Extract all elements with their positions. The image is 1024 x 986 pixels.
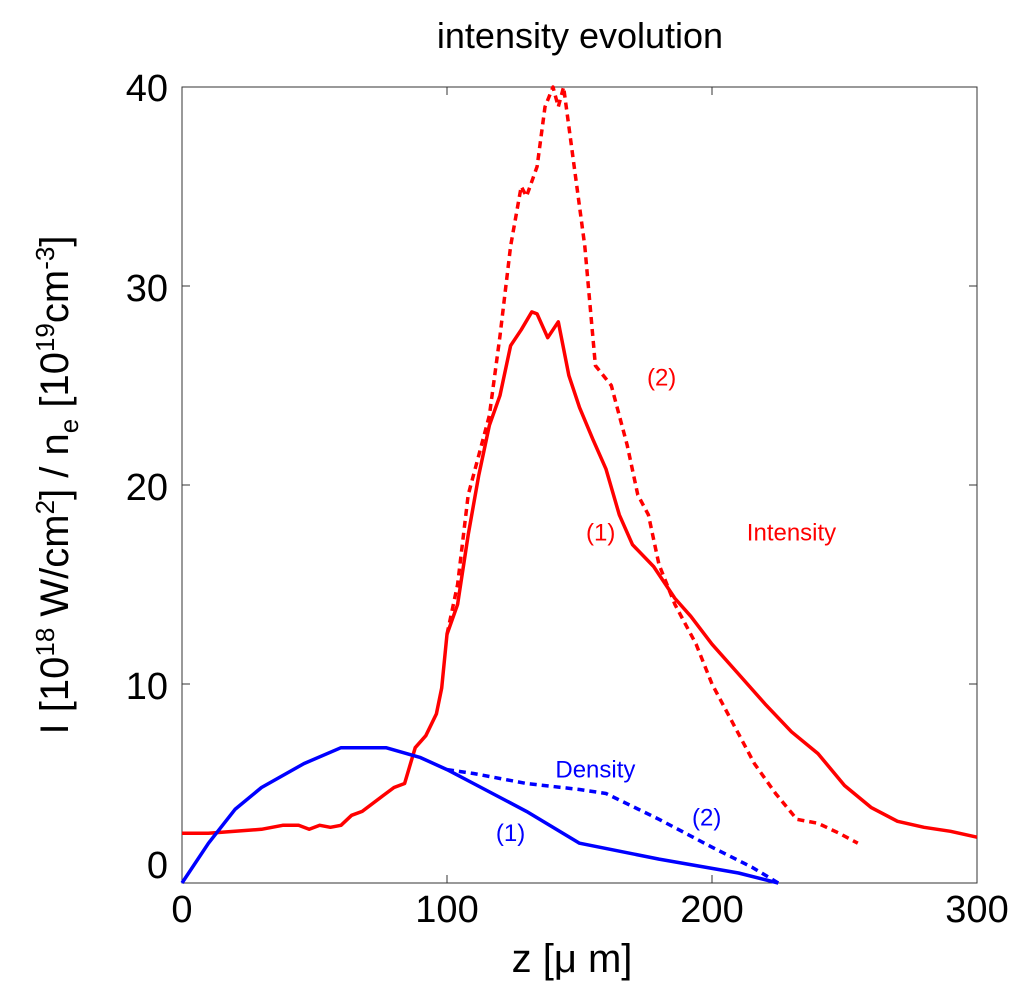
series-layer [180,85,978,885]
y-label-d: [10 [33,352,77,419]
x-tick-labels: 0 100 200 300 [171,889,1008,931]
x-tick-label-0: 0 [171,889,192,931]
y-tick-labels: 0 10 20 30 40 [126,68,168,887]
x-axis-label-part-1: z [ [512,937,554,981]
x-axis-label-mu: μ [554,937,577,981]
x-tick-label-300: 300 [945,889,1008,931]
annotation-2-4: (2) [692,804,721,831]
x-tick-label-200: 200 [680,889,743,931]
x-tick-label-100: 100 [415,889,478,931]
y-label-sup2: 2 [30,500,60,514]
annotation-1-5: (1) [496,820,525,847]
annotations: (2) (1) Intensity Density (2) (1) [496,365,836,848]
y-tick-label-20: 20 [126,467,168,509]
y-tick-label-30: 30 [126,268,168,310]
chart-title: intensity evolution [437,15,723,56]
x-axis-label-part-2: m] [577,937,633,981]
series-line-intensity-2 [445,85,859,845]
y-label-b: W/cm [33,514,77,627]
y-tick-label-0: 0 [147,845,168,887]
annotation-1-1: (1) [586,520,615,547]
y-label-sup1: 18 [30,628,60,657]
axis-ticks [181,86,978,884]
y-label-e: cm [33,270,77,323]
y-label-sub1: e [54,419,84,433]
y-label-sup4: -3 [30,247,60,270]
y-label-sup3: 19 [30,323,60,352]
series-line-intensity-1 [182,310,978,839]
y-label-a: I [10 [33,657,77,735]
y-tick-label-10: 10 [126,666,168,708]
y-label-c: ] / n [33,433,77,500]
series-line-density-1 [180,745,779,885]
annotation-intensity-2: Intensity [747,520,836,547]
x-axis-label: z [μ m] [512,937,633,981]
y-axis-label: I [1018 W/cm2] / ne [1019cm-3] [30,236,84,735]
y-tick-label-40: 40 [126,68,168,110]
annotation-density-3: Density [555,757,635,784]
series-line-density-2 [446,767,780,885]
y-label-f: ] [33,236,77,247]
annotation-2-0: (2) [647,365,676,392]
